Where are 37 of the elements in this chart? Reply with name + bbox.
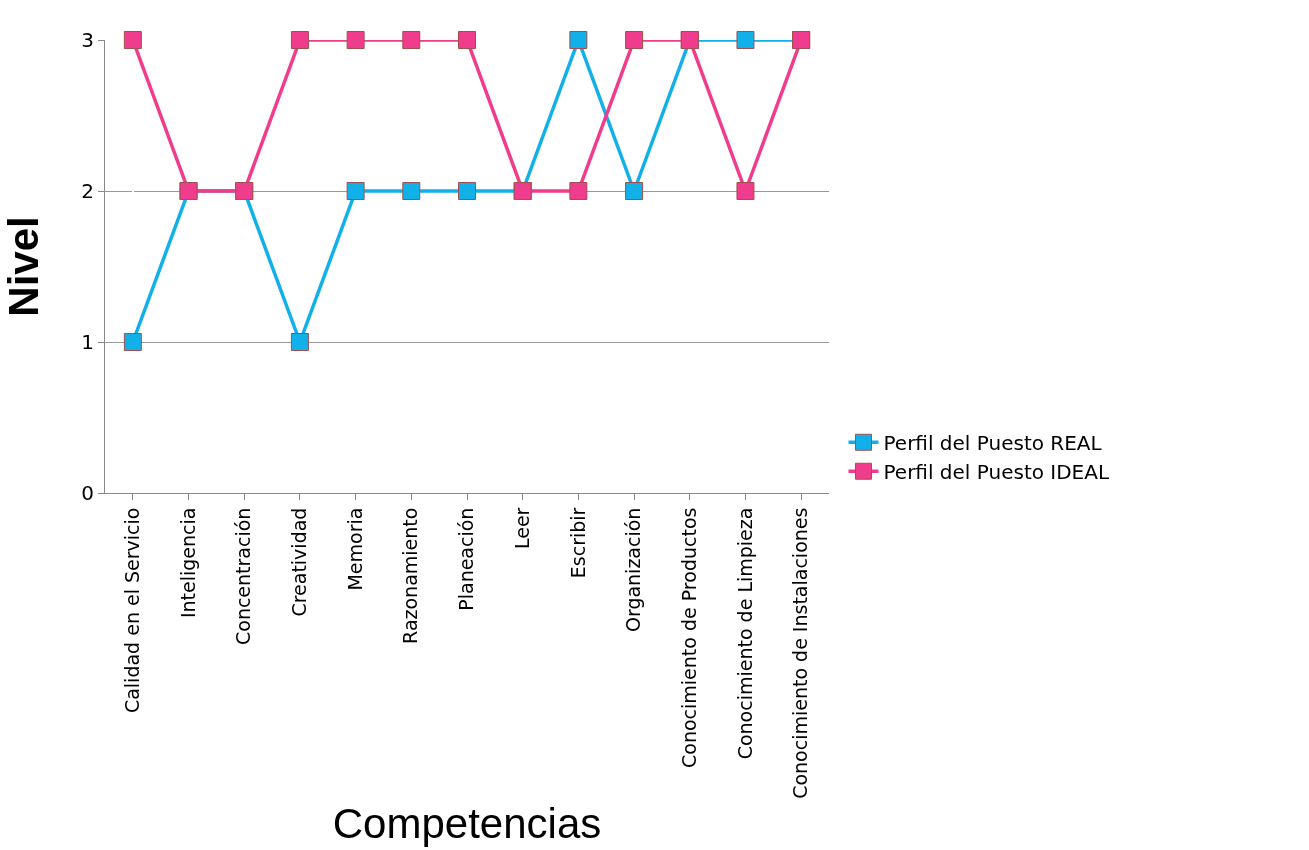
y-tick-label: 0: [81, 481, 94, 505]
point: [625, 31, 644, 49]
x-tick-label: Calidad en el Servicio: [121, 507, 144, 714]
y-tick-label: 3: [81, 28, 94, 52]
point: [569, 31, 588, 49]
x-axis-title: Competencias: [332, 799, 602, 847]
x-tick-label: Inteligencia: [176, 507, 199, 619]
x-tick-label: Creatividad: [288, 507, 311, 617]
y-axis-title: Nivel: [0, 216, 47, 317]
x-tick-label: Leer: [510, 507, 533, 550]
y-tick-label: 1: [81, 330, 94, 354]
x-tick-label: Escribir: [566, 507, 589, 579]
point: [736, 182, 755, 200]
point: [402, 31, 421, 49]
point: [736, 31, 755, 49]
legend-label: Perfil del Puesto REAL: [883, 431, 1103, 456]
point: [346, 182, 365, 200]
x-tick-label: Conocimiento de Limpieza: [733, 507, 756, 760]
x-tick-label: Organización: [622, 507, 645, 633]
legend-label: Perfil del Puesto IDEAL: [883, 460, 1110, 485]
point: [123, 333, 142, 351]
x-tick-label: Memoria: [343, 507, 366, 591]
point: [458, 182, 476, 200]
x-tick-label: Conocimiento de Instalaciones: [789, 507, 812, 799]
x-tick-label: Razonamiento: [399, 507, 422, 644]
point: [346, 31, 365, 49]
x-tick-label: Planeación: [455, 507, 478, 611]
point: [123, 31, 142, 49]
point: [458, 31, 476, 49]
x-tick-label: Conocimiento de Productos: [677, 507, 700, 768]
point: [402, 182, 421, 200]
x-tick-label: Concentración: [232, 507, 255, 646]
y-tick-label: 2: [81, 179, 94, 203]
point: [290, 333, 309, 351]
point: [290, 31, 309, 49]
point: [569, 182, 588, 200]
point: [625, 182, 644, 200]
